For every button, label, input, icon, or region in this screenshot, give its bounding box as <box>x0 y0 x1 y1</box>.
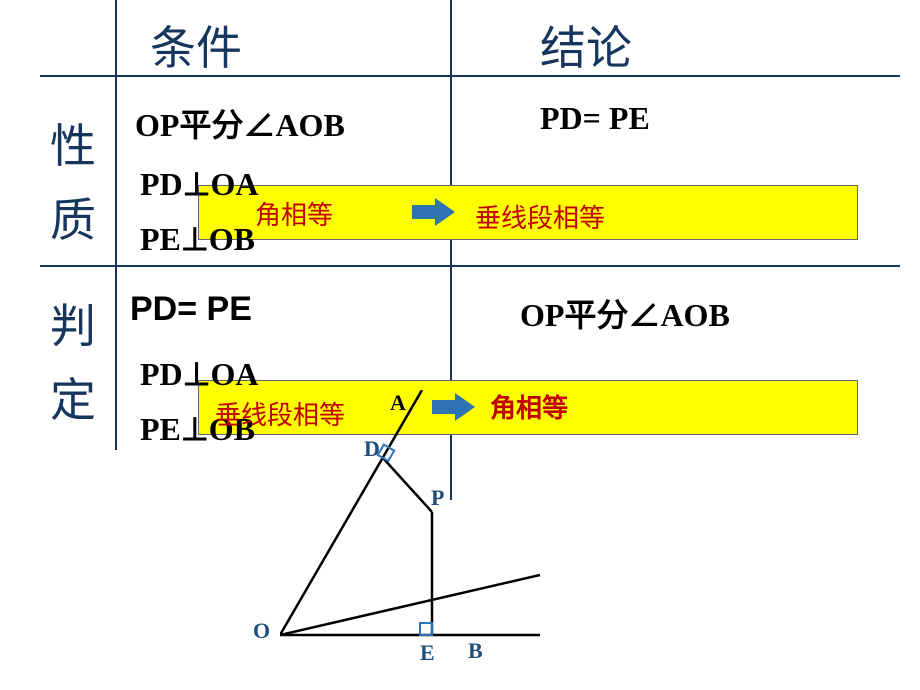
annotation-r1-right: 垂线段相等 <box>475 198 605 235</box>
geo-label-D: D <box>364 436 380 462</box>
r1-condition-2: PD⊥OA <box>140 165 259 203</box>
header-conclusion: 结论 <box>540 12 632 78</box>
row-label-property: 性质 <box>50 110 100 257</box>
annotation-r2-left: 垂线段相等 <box>215 395 345 432</box>
annotation-r2-right: 角相等 <box>490 388 568 425</box>
r1-condition-1: OP平分∠AOB <box>135 100 345 146</box>
geo-label-A: A <box>390 390 406 416</box>
r1-conclusion: PD= PE <box>540 100 650 137</box>
geo-label-B: B <box>468 638 483 664</box>
r2-conclusion: OP平分∠AOB <box>520 290 730 336</box>
header-row: 条件 结论 <box>0 0 920 75</box>
geo-label-E: E <box>420 640 435 666</box>
geo-label-O: O <box>253 618 270 644</box>
row-label-judgement: 判定 <box>50 290 100 437</box>
hline-mid <box>40 265 900 267</box>
r2-condition-2: PD⊥OA <box>140 355 259 393</box>
arrow-icon-2 <box>430 390 480 425</box>
annotation-r1-left: 角相等 <box>255 195 333 232</box>
r2-condition-1: PD= PE <box>130 290 252 329</box>
header-conditions: 条件 <box>150 12 242 78</box>
r1-condition-3: PE⊥OB <box>140 220 255 258</box>
geo-label-P: P <box>431 485 444 511</box>
arrow-icon-1 <box>410 195 460 230</box>
